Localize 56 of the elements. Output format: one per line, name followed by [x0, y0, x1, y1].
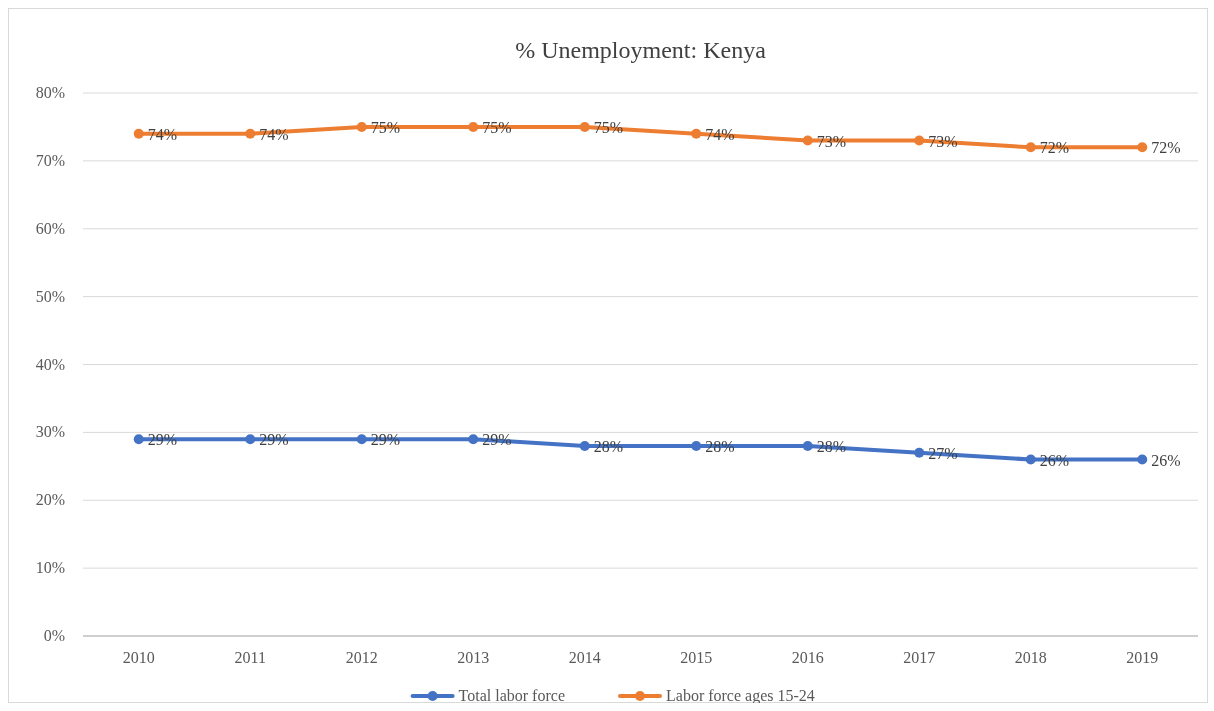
- y-tick-label: 50%: [35, 287, 65, 305]
- point: [468, 121, 479, 132]
- data-label: 74%: [705, 125, 735, 143]
- point: [691, 128, 702, 139]
- point: [1137, 454, 1148, 465]
- y-tick-label: 80%: [35, 84, 65, 101]
- data-label: 75%: [482, 118, 512, 136]
- data-label: 75%: [370, 118, 401, 136]
- point: [356, 121, 367, 132]
- x-tick-label: 2016: [791, 649, 824, 666]
- point: [914, 447, 925, 458]
- point: [914, 135, 925, 146]
- x-tick-label: 2012: [345, 649, 378, 666]
- point: [691, 440, 702, 451]
- x-tick-label: 2013: [457, 649, 490, 666]
- data-label: 27%: [928, 444, 958, 462]
- y-tick-label: 30%: [35, 423, 65, 441]
- point: [356, 434, 367, 445]
- point: [1025, 142, 1036, 153]
- x-tick-label: 2014: [568, 649, 601, 666]
- point: [1025, 454, 1036, 465]
- x-tick-label: 2015: [680, 649, 713, 666]
- point: [133, 434, 144, 445]
- y-tick-label: 60%: [35, 219, 65, 237]
- point: [802, 135, 813, 146]
- y-tick-label: 10%: [35, 559, 65, 577]
- data-label: 26%: [1039, 451, 1070, 469]
- data-label: 72%: [1151, 139, 1181, 157]
- point: [579, 440, 590, 451]
- y-tick-label: 70%: [35, 151, 65, 169]
- data-label: 29%: [370, 431, 401, 449]
- data-label: 29%: [482, 431, 512, 449]
- data-label: 28%: [816, 437, 847, 455]
- data-label: 74%: [147, 125, 178, 143]
- point: [245, 434, 256, 445]
- data-label: 28%: [593, 437, 624, 455]
- legend-label: Total labor force: [458, 687, 565, 704]
- y-tick-label: 40%: [35, 355, 65, 373]
- x-tick-label: 2018: [1014, 649, 1047, 666]
- point: [802, 440, 813, 451]
- y-tick-label: 0%: [43, 627, 65, 644]
- data-label: 29%: [147, 431, 178, 449]
- x-tick-label: 2017: [903, 649, 936, 666]
- x-tick-label: 2019: [1126, 649, 1159, 666]
- point: [133, 128, 144, 139]
- chart-title: % Unemployment: Kenya: [515, 37, 767, 63]
- point: [1137, 142, 1148, 153]
- x-tick-label: 2011: [234, 649, 266, 666]
- point: [245, 128, 256, 139]
- y-tick-label: 20%: [35, 491, 65, 509]
- point: [468, 434, 479, 445]
- data-label: 29%: [259, 431, 289, 449]
- point: [579, 121, 590, 132]
- data-label: 28%: [705, 437, 735, 455]
- x-tick-label: 2010: [122, 649, 155, 666]
- data-label: 26%: [1151, 451, 1181, 469]
